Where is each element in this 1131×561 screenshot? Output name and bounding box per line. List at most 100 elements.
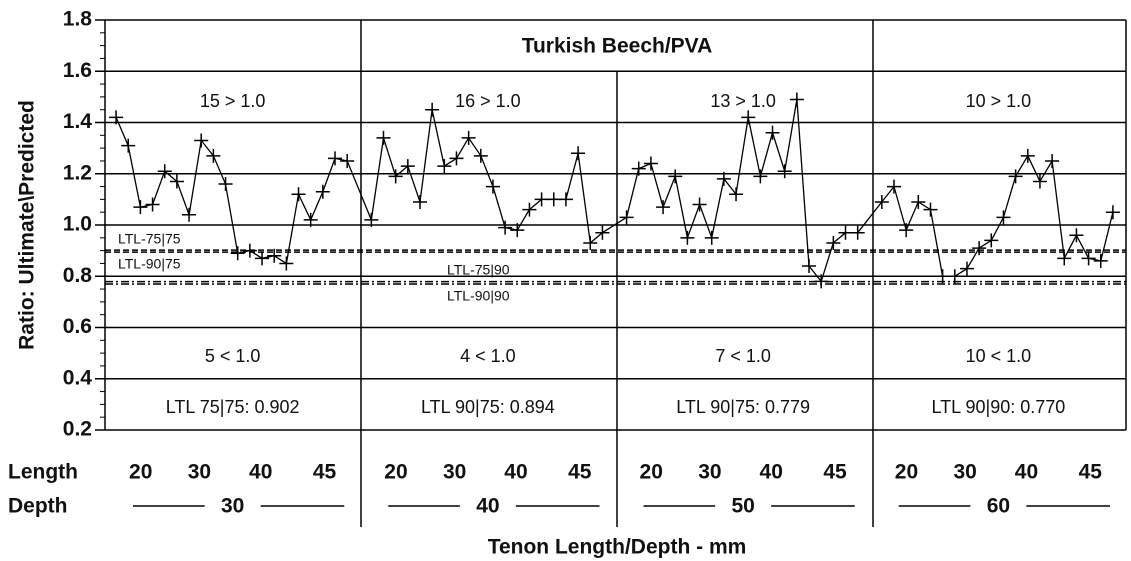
point-marker bbox=[412, 194, 427, 209]
point-marker bbox=[1020, 148, 1035, 163]
length-tick-label: 45 bbox=[1079, 461, 1103, 484]
point-marker bbox=[704, 230, 719, 245]
depth-label: 60 bbox=[987, 495, 1010, 518]
point-marker bbox=[935, 269, 950, 284]
point-marker bbox=[631, 161, 646, 176]
point-marker bbox=[182, 207, 197, 222]
point-marker bbox=[376, 130, 391, 145]
chart-title: Turkish Beech/PVA bbox=[522, 35, 713, 58]
y-tick-label: 0.4 bbox=[63, 366, 93, 389]
point-marker bbox=[692, 197, 707, 212]
point-marker bbox=[534, 192, 549, 207]
length-tick-label: 45 bbox=[823, 461, 847, 484]
point-marker bbox=[656, 200, 671, 215]
depth-label: 50 bbox=[731, 495, 754, 518]
point-marker bbox=[218, 177, 233, 191]
point-marker bbox=[400, 159, 415, 174]
below-count: 5 < 1.0 bbox=[205, 346, 261, 366]
point-marker bbox=[315, 184, 330, 199]
point-marker bbox=[498, 220, 513, 235]
point-marker bbox=[133, 200, 148, 215]
point-marker bbox=[364, 212, 379, 227]
point-marker bbox=[109, 110, 124, 125]
length-tick-label: 30 bbox=[443, 461, 466, 484]
y-axis-label: Ratio: Ultimate\Predicted bbox=[16, 100, 39, 350]
ltl-value: LTL 90|75: 0.894 bbox=[421, 397, 555, 417]
point-marker bbox=[874, 194, 889, 209]
point-marker bbox=[1032, 174, 1047, 189]
length-tick-label: 40 bbox=[504, 461, 527, 484]
point-marker bbox=[522, 202, 537, 217]
point-marker bbox=[255, 251, 270, 266]
ltl-value: LTL 90|90: 0.770 bbox=[931, 397, 1065, 417]
point-marker bbox=[1069, 228, 1084, 243]
reference-label: LTL-75|75 bbox=[118, 231, 181, 247]
y-tick-label: 1.0 bbox=[63, 213, 92, 236]
point-marker bbox=[279, 256, 294, 271]
point-marker bbox=[388, 169, 403, 184]
series-line bbox=[115, 99, 1114, 283]
point-marker bbox=[923, 202, 938, 217]
point-marker bbox=[1093, 253, 1108, 268]
point-marker bbox=[583, 235, 598, 250]
y-tick-label: 0.6 bbox=[63, 315, 92, 338]
point-marker bbox=[267, 248, 282, 263]
point-marker bbox=[680, 230, 695, 245]
length-tick-label: 40 bbox=[249, 461, 272, 484]
point-marker bbox=[753, 169, 768, 184]
below-count: 4 < 1.0 bbox=[460, 346, 516, 366]
point-marker bbox=[206, 148, 221, 163]
point-marker bbox=[765, 125, 780, 140]
point-marker bbox=[947, 269, 962, 284]
point-marker bbox=[425, 102, 440, 117]
point-marker bbox=[802, 259, 817, 273]
point-marker bbox=[485, 179, 500, 194]
y-tick-label: 1.2 bbox=[63, 161, 92, 184]
ltl-value: LTL 90|75: 0.779 bbox=[676, 397, 810, 417]
above-count: 15 > 1.0 bbox=[200, 91, 266, 111]
point-marker bbox=[1008, 169, 1023, 184]
reference-label: LTL-90|75 bbox=[118, 256, 181, 272]
point-marker bbox=[984, 233, 999, 248]
point-marker bbox=[1057, 251, 1072, 266]
point-marker bbox=[473, 148, 488, 163]
point-marker bbox=[826, 235, 841, 250]
depth-label: 30 bbox=[221, 495, 244, 518]
length-tick-label: 40 bbox=[1015, 461, 1038, 484]
length-tick-label: 30 bbox=[698, 461, 721, 484]
point-marker bbox=[814, 274, 829, 289]
above-count: 13 > 1.0 bbox=[710, 91, 776, 111]
point-marker bbox=[996, 210, 1011, 225]
point-marker bbox=[571, 146, 586, 161]
frame bbox=[104, 20, 1127, 527]
point-marker bbox=[1081, 251, 1096, 266]
point-marker bbox=[668, 169, 683, 184]
point-marker bbox=[437, 159, 452, 174]
point-marker bbox=[1105, 205, 1120, 220]
depth-label: 40 bbox=[476, 495, 499, 518]
point-marker bbox=[291, 187, 306, 202]
point-marker bbox=[169, 174, 184, 189]
depth-row-label: Depth bbox=[8, 495, 68, 518]
y-tick-label: 0.2 bbox=[63, 418, 92, 441]
point-marker bbox=[911, 194, 926, 209]
above-count: 16 > 1.0 bbox=[455, 91, 521, 111]
point-marker bbox=[595, 225, 610, 240]
point-marker bbox=[121, 138, 136, 153]
point-marker bbox=[230, 246, 245, 261]
length-tick-label: 20 bbox=[895, 461, 918, 484]
point-marker bbox=[899, 223, 914, 238]
below-count: 10 < 1.0 bbox=[966, 346, 1032, 366]
length-tick-label: 30 bbox=[954, 461, 977, 484]
y-tick-label: 0.8 bbox=[63, 264, 93, 287]
point-marker bbox=[716, 171, 731, 186]
length-tick-label: 20 bbox=[384, 461, 407, 484]
point-marker bbox=[789, 92, 804, 107]
length-row-label: Length bbox=[8, 461, 78, 484]
y-tick-label: 1.4 bbox=[63, 110, 93, 133]
point-marker bbox=[328, 151, 343, 166]
point-marker bbox=[157, 164, 172, 179]
point-marker bbox=[194, 133, 209, 148]
length-tick-label: 20 bbox=[129, 461, 152, 484]
point-marker bbox=[741, 110, 756, 125]
